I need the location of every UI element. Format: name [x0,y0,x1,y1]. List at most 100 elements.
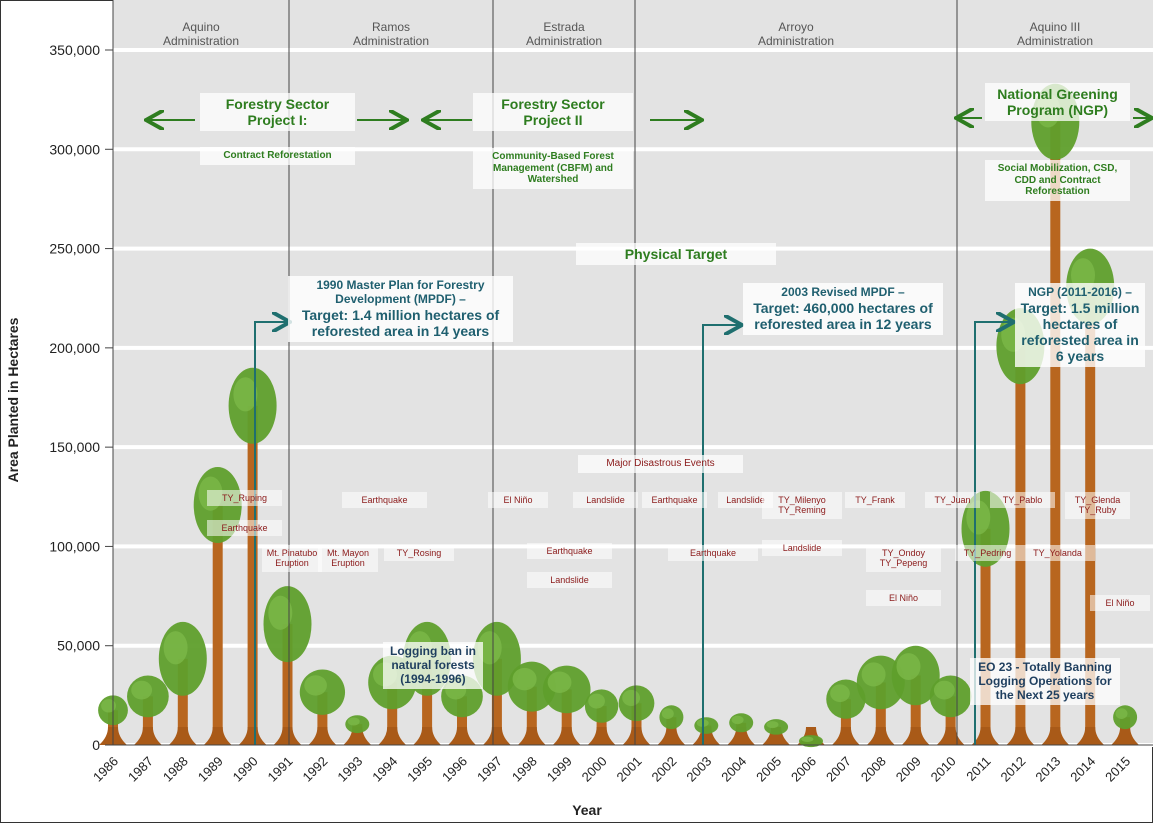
x-tick-label: 2006 [788,754,819,785]
note-box: EO 23 - Totally Banning Logging Operatio… [970,658,1120,705]
administration-label: Estrada Administration [509,18,619,52]
tree-crown-highlight [304,675,327,695]
program-label: Social Mobilization, CSD, CDD and Contra… [985,160,1130,201]
tree-crown-highlight [767,721,779,728]
y-tick-label: 350,000 [49,42,100,58]
tree-crown-highlight [732,716,744,725]
target-box: 2003 Revised MPDF –Target: 460,000 hecta… [743,283,943,335]
x-tick-label: 2013 [1032,754,1063,785]
event-label: El Niño [866,590,941,606]
tree-trunk [248,406,258,745]
infographic: 050,000100,000150,000200,000250,000300,0… [0,0,1153,823]
y-tick-label: 0 [92,737,100,753]
tree-crown-highlight [662,708,674,719]
tree-crown-highlight [164,631,188,664]
x-tick-label: 1996 [439,754,470,785]
tree-crown-highlight [830,684,850,702]
tree-crown-highlight [897,653,921,680]
x-tick-label: 2009 [893,754,924,785]
tree-trunk [1050,122,1060,745]
y-tick-label: 200,000 [49,340,100,356]
event-label: Earthquake [342,492,427,508]
event-label: Earthquake [527,543,612,559]
event-label: TY_Pedring [955,545,1020,561]
x-tick-label: 1987 [125,754,156,785]
event-label: Mt. Pinatubo Eruption [262,545,322,572]
x-tick-label: 2011 [963,754,993,784]
x-tick-label: 1991 [265,754,296,785]
tree-crown-highlight [233,377,257,411]
tree-crown-highlight [934,681,955,700]
program-label: Forestry Sector Project II [473,93,633,131]
x-tick-label: 2010 [928,754,959,785]
x-tick-label: 2015 [1102,754,1133,785]
target-box: NGP (2011-2016) –Target: 1.5 million hec… [1015,283,1145,367]
tree-crown-highlight [131,681,152,700]
administration-label: Aquino III Administration [1000,18,1110,52]
x-tick-label: 1988 [160,754,191,785]
x-tick-label: 2007 [823,754,854,785]
x-tick-label: 1995 [404,754,435,785]
tree-crown-highlight [588,694,605,709]
x-tick-label: 1997 [474,754,505,785]
event-label: TY_Milenyo TY_Reming [762,492,842,519]
x-axis-title: Year [572,802,602,818]
event-label: TY_Rosing [384,545,454,561]
note-box: Logging ban in natural forests (1994-199… [383,642,483,689]
event-label: TY_Ruping [207,490,282,506]
event-label: TY_Frank [845,492,905,508]
administration-label: Aquino Administration [146,18,256,52]
x-tick-label: 2008 [858,754,889,785]
administration-label: Arroyo Administration [741,18,851,52]
tree-crown-highlight [862,662,886,686]
event-label: Earthquake [207,520,282,536]
y-tick-label: 300,000 [49,141,100,157]
x-tick-label: 1999 [544,754,575,785]
program-label: National Greening Program (NGP) [985,83,1130,121]
event-label: El Niño [1090,595,1150,611]
x-tick-label: 1994 [369,754,400,785]
event-label: TY_Ondoy TY_Pepeng [866,545,941,572]
target-heading: 2003 Revised MPDF – [781,285,904,299]
program-label: Physical Target [576,243,776,265]
tree-crown-highlight [548,672,572,693]
program-label: Contract Reforestation [200,147,355,165]
y-tick-label: 100,000 [49,538,100,554]
event-label: El Niño [488,492,548,508]
program-label: Community-Based Forest Management (CBFM)… [473,148,633,189]
target-text: Target: 1.5 million hectares of reforest… [1019,300,1141,364]
tree-crown-highlight [513,668,537,691]
x-tick-label: 2012 [997,754,1028,785]
event-label: Mt. Mayon Eruption [318,545,378,572]
target-heading: NGP (2011-2016) – [1028,285,1132,299]
target-text: Target: 1.4 million hectares of reforest… [292,307,509,339]
event-label: Landslide [573,492,638,508]
x-tick-label: 2014 [1067,754,1098,785]
y-axis-title: Area Planted in Hectares [5,317,21,482]
tree-crown-highlight [101,699,116,712]
x-tick-label: 2004 [718,754,749,785]
x-tick-label: 1986 [90,754,121,785]
tree-crown-highlight [348,717,360,725]
event-label: Earthquake [668,545,758,561]
event-label: TY_Yolanda [1020,545,1095,561]
x-tick-label: 1993 [334,754,365,785]
y-tick-label: 150,000 [49,439,100,455]
tree-crown-highlight [801,737,813,742]
target-heading: 1990 Master Plan for Forestry Developmen… [316,278,484,306]
target-box: 1990 Master Plan for Forestry Developmen… [288,276,513,342]
administration-label: Ramos Administration [336,18,446,52]
event-label: Landslide [527,572,612,588]
tree-crown-highlight [622,690,640,706]
target-text: Target: 460,000 hectares of reforested a… [747,300,939,332]
x-tick-label: 1990 [230,754,261,785]
program-label: Forestry Sector Project I: [200,93,355,131]
tree-crown-highlight [1116,708,1128,719]
event-label: Landslide [762,540,842,556]
x-tick-label: 2005 [753,754,784,785]
x-tick-label: 1989 [195,754,226,785]
x-tick-label: 2001 [614,754,645,785]
y-tick-label: 250,000 [49,241,100,257]
event-label: TY_Juan [925,492,980,508]
x-tick-label: 2002 [648,754,679,785]
